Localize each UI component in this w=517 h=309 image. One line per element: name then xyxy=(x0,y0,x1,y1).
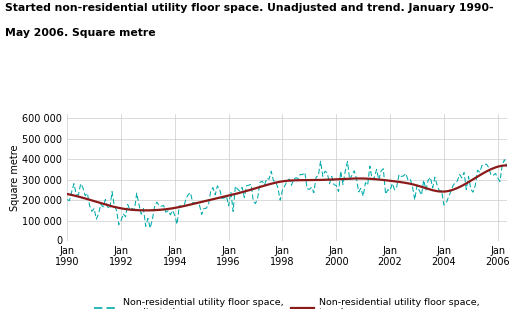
Text: Started non-residential utility floor space. Unadjusted and trend. January 1990-: Started non-residential utility floor sp… xyxy=(5,3,494,13)
Text: May 2006. Square metre: May 2006. Square metre xyxy=(5,28,156,38)
Text: 0: 0 xyxy=(57,236,63,246)
Y-axis label: Square metre: Square metre xyxy=(10,144,20,211)
Legend: Non-residential utility floor space,
unadjusted, Non-residential utility floor s: Non-residential utility floor space, una… xyxy=(90,294,483,309)
